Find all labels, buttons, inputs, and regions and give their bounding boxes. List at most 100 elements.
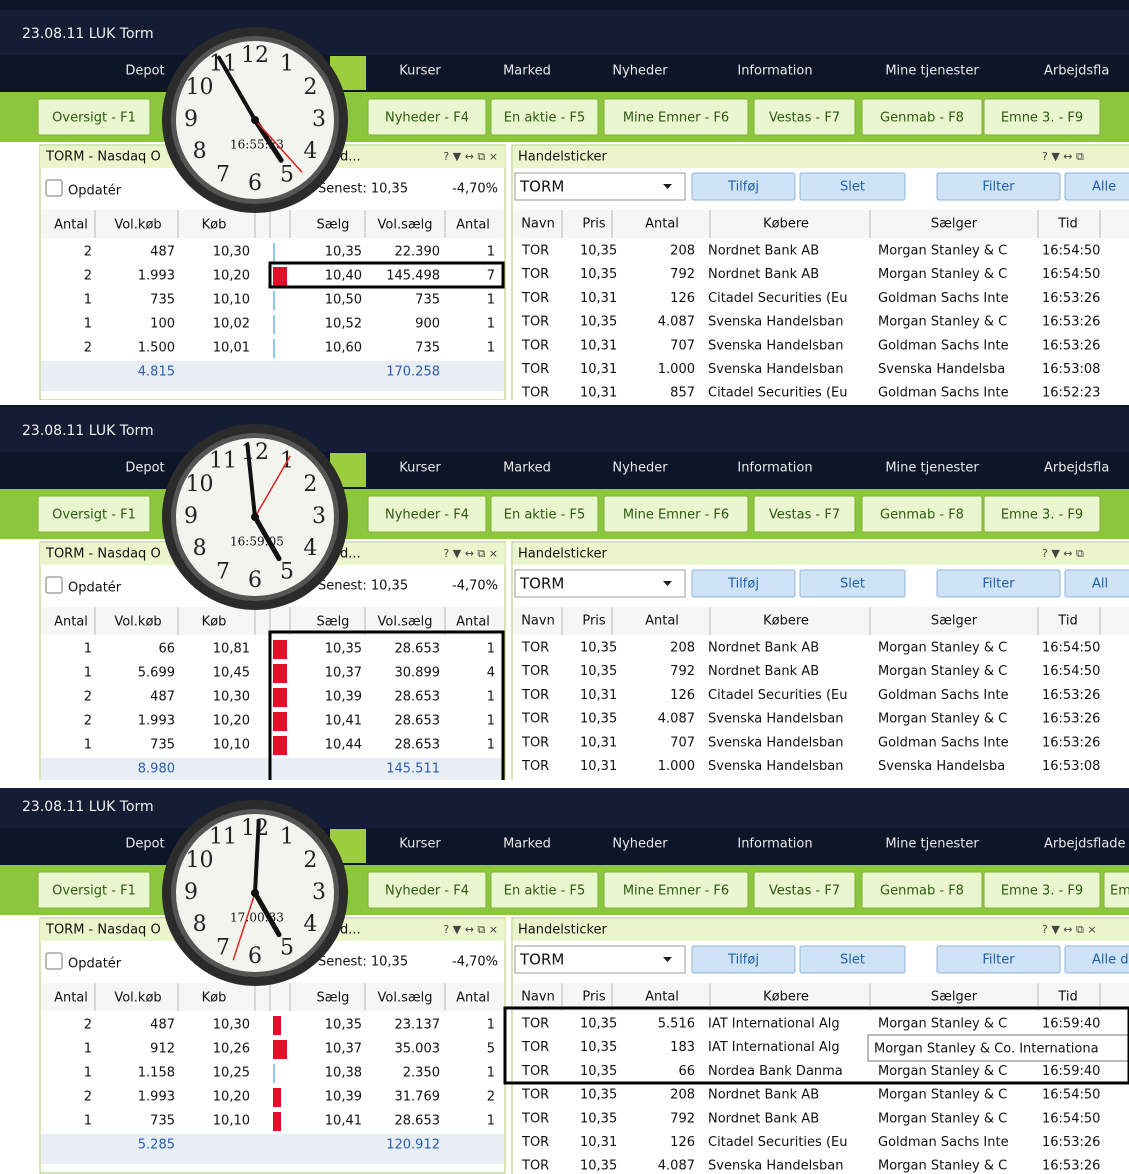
- depth-cell: 23.137: [395, 1018, 441, 1033]
- depth-cell: 1: [84, 1042, 92, 1057]
- ticker-cell: 10,31: [580, 688, 617, 703]
- depth-cell: 66: [158, 642, 175, 657]
- total-buy: 5.285: [138, 1138, 175, 1153]
- clock-number: 2: [303, 472, 317, 497]
- ticker-cell: Morgan Stanley & C: [878, 1064, 1007, 1079]
- depth-cell: 10,26: [213, 1042, 250, 1057]
- panel: 23.08.11 LUK TormDepotKurserMarkedNyhede…: [0, 405, 1129, 780]
- depth-cell: 10,35: [325, 245, 362, 260]
- depth-cell: 1: [487, 317, 495, 332]
- button-label: Tilføj: [727, 180, 759, 195]
- clock-number: 2: [303, 75, 317, 100]
- ticker-cell: 10,35: [580, 244, 617, 259]
- ticker-cell: 4.087: [658, 315, 695, 330]
- column-header: Navn: [521, 217, 555, 232]
- ticker-cell: 208: [670, 641, 695, 656]
- depth-cell: 2: [84, 341, 92, 356]
- clock-number: 7: [216, 559, 230, 584]
- title-strip: [0, 10, 1129, 55]
- ticker-cell: Svenska Handelsban: [708, 712, 843, 727]
- clock-number: 8: [193, 912, 207, 937]
- ticker-cell: TOR: [521, 315, 549, 330]
- ticker-cell: 16:53:26: [1042, 1159, 1100, 1174]
- clock-number: 4: [303, 536, 317, 561]
- panel: 23.08.11 LUK TormDepotKurserMarkedNyhede…: [0, 788, 1129, 1174]
- clock-number: 3: [312, 504, 326, 529]
- ticker-cell: Goldman Sachs Inte: [878, 1135, 1009, 1150]
- depth-cell: 2: [84, 269, 92, 284]
- depth-cell: 145.498: [386, 269, 440, 284]
- depth-cell: 5.699: [138, 666, 175, 681]
- ticker-cell: Goldman Sachs Inte: [878, 338, 1009, 353]
- menu-item: Nyheder: [612, 64, 668, 79]
- depth-cell: 2: [84, 1018, 92, 1033]
- column-header: Købere: [763, 614, 809, 629]
- ticker-cell: TOR: [521, 1017, 549, 1032]
- change: -4,70%: [452, 579, 498, 594]
- symbol: TORM: [519, 178, 564, 196]
- clock-number: 5: [280, 559, 294, 584]
- depth-bar: [273, 1016, 281, 1035]
- ticker-cell: TOR: [521, 1159, 549, 1174]
- clock-time: 16:59:05: [230, 535, 284, 549]
- depth-cell: 28.653: [395, 738, 441, 753]
- clock-number: 8: [193, 139, 207, 164]
- ticker-cell: Morgan Stanley & C: [878, 244, 1007, 259]
- column-header: Sælger: [931, 217, 978, 232]
- menu-item: Information: [737, 64, 812, 79]
- clock-number: 3: [312, 107, 326, 132]
- total-sell: 145.511: [386, 762, 440, 777]
- clock-center: [251, 116, 259, 124]
- ticker-cell: 707: [670, 735, 695, 750]
- widget-title: TORM - Nasdaq O: [45, 150, 161, 165]
- update-button: Opdatér: [68, 957, 122, 972]
- tab-label: Mine Emner - F6: [623, 884, 729, 899]
- ticker-cell: Morgan Stanley & C: [878, 712, 1007, 727]
- menu-item: Arbejdsflade: [1044, 837, 1126, 852]
- depth-cell: 1: [487, 714, 495, 729]
- depth-cell: 28.653: [395, 714, 441, 729]
- button-label: Filter: [982, 953, 1015, 968]
- button-label: Filter: [982, 577, 1015, 592]
- tab-label: Nyheder - F4: [385, 111, 469, 126]
- ticker-cell: TOR: [521, 641, 549, 656]
- ticker-cell: 10,35: [580, 1017, 617, 1032]
- ticker-cell: TOR: [521, 244, 549, 259]
- ticker-cell: Nordnet Bank AB: [708, 1088, 819, 1103]
- refresh-icon: [46, 180, 62, 196]
- widget-title: Handelsticker: [518, 547, 608, 562]
- ticker-cell: IAT International Alg: [708, 1040, 840, 1055]
- depth-header-bg: [41, 210, 504, 238]
- depth-cell: 28.653: [395, 690, 441, 705]
- depth-cell: 10,39: [325, 690, 362, 705]
- menu-item: Nyheder: [612, 461, 668, 476]
- ticker-cell: 10,35: [580, 1111, 617, 1126]
- clock-center: [251, 513, 259, 521]
- column-header: Pris: [582, 614, 606, 629]
- button-label: Slet: [840, 577, 865, 592]
- clock-number: 12: [241, 816, 269, 841]
- ticker-cell: Nordea Bank Danma: [708, 1064, 843, 1079]
- ticker-cell: 16:54:50: [1042, 267, 1100, 282]
- depth-cell: 10,20: [213, 269, 250, 284]
- depth-cell: 10,44: [325, 738, 362, 753]
- widget-title: Handelsticker: [518, 923, 608, 938]
- screenshot-2: 23.08.11 LUK TormDepotKurserMarkedNyhede…: [0, 405, 1129, 780]
- tab-label: Oversigt - F1: [52, 884, 136, 899]
- depth-bar: [273, 315, 275, 334]
- depth-cell: 10,41: [325, 714, 362, 729]
- ticker-cell: 126: [670, 291, 695, 306]
- ticker-cell: Morgan Stanley & C: [878, 315, 1007, 330]
- column-header: Vol.sælg: [378, 615, 433, 630]
- depth-cell: 2: [84, 690, 92, 705]
- ticker-cell: Citadel Securities (Eu: [708, 386, 847, 400]
- menu-item: Kurser: [399, 461, 441, 476]
- ticker-cell: Svenska Handelsban: [708, 362, 843, 377]
- clock-number: 9: [184, 107, 198, 132]
- ticker-cell: Nordnet Bank AB: [708, 641, 819, 656]
- depth-cell: 10,35: [325, 642, 362, 657]
- ticker-cell: 66: [678, 1064, 695, 1079]
- column-header: Vol.sælg: [378, 991, 433, 1006]
- depth-cell: 1: [84, 317, 92, 332]
- ticker-cell: 10,31: [580, 386, 617, 400]
